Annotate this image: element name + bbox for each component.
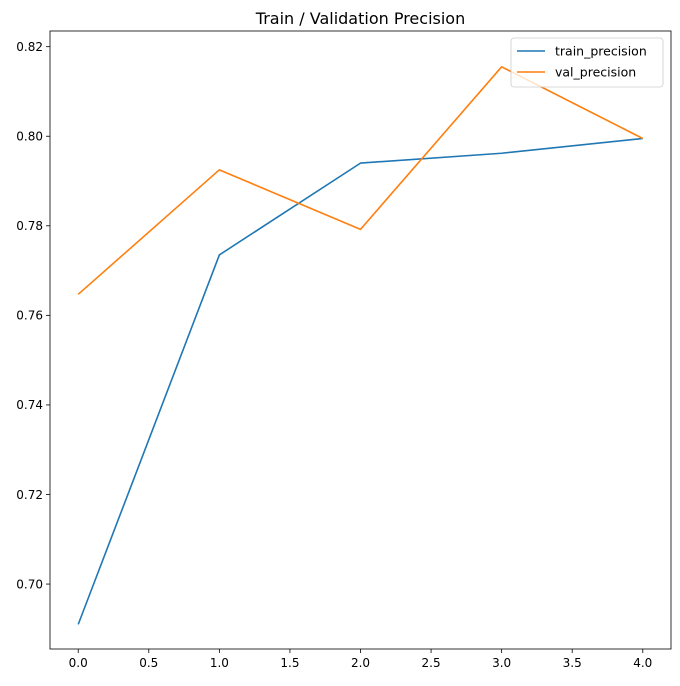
y-tick-label: 0.70 (16, 577, 43, 591)
x-tick-label: 2.0 (351, 656, 370, 670)
chart-title: Train / Validation Precision (255, 9, 465, 28)
x-tick-label: 1.5 (280, 656, 299, 670)
legend-label-train_precision: train_precision (555, 44, 647, 59)
x-tick-label: 3.0 (492, 656, 511, 670)
plot-area: 0.0 0.5 1.0 1.5 2.0 2.5 3.0 3.5 4.0 0.70 0.72 0.74 0… (16, 30, 672, 670)
series-line-val_precision (77, 66, 644, 295)
y-tick-label: 0.72 (16, 488, 43, 502)
y-tick-label: 0.74 (16, 398, 43, 412)
legend-box (510, 37, 664, 88)
x-tick-label: 2.5 (422, 656, 441, 670)
x-tick-label: 3.5 (563, 656, 582, 670)
series-line-train_precision (77, 137, 643, 625)
x-tick-label: 0.0 (69, 656, 88, 670)
y-tick-label: 0.76 (16, 309, 43, 323)
y-tick-label: 0.78 (16, 219, 43, 233)
y-tick-label: 0.82 (16, 40, 43, 54)
x-tick-label: 4.0 (633, 656, 652, 670)
x-tick-label: 0.5 (139, 656, 158, 670)
y-tick-label: 0.80 (16, 130, 43, 144)
axes-frame (49, 30, 672, 650)
legend-label-val_precision: val_precision (555, 65, 636, 80)
x-tick-label: 1.0 (210, 656, 229, 670)
